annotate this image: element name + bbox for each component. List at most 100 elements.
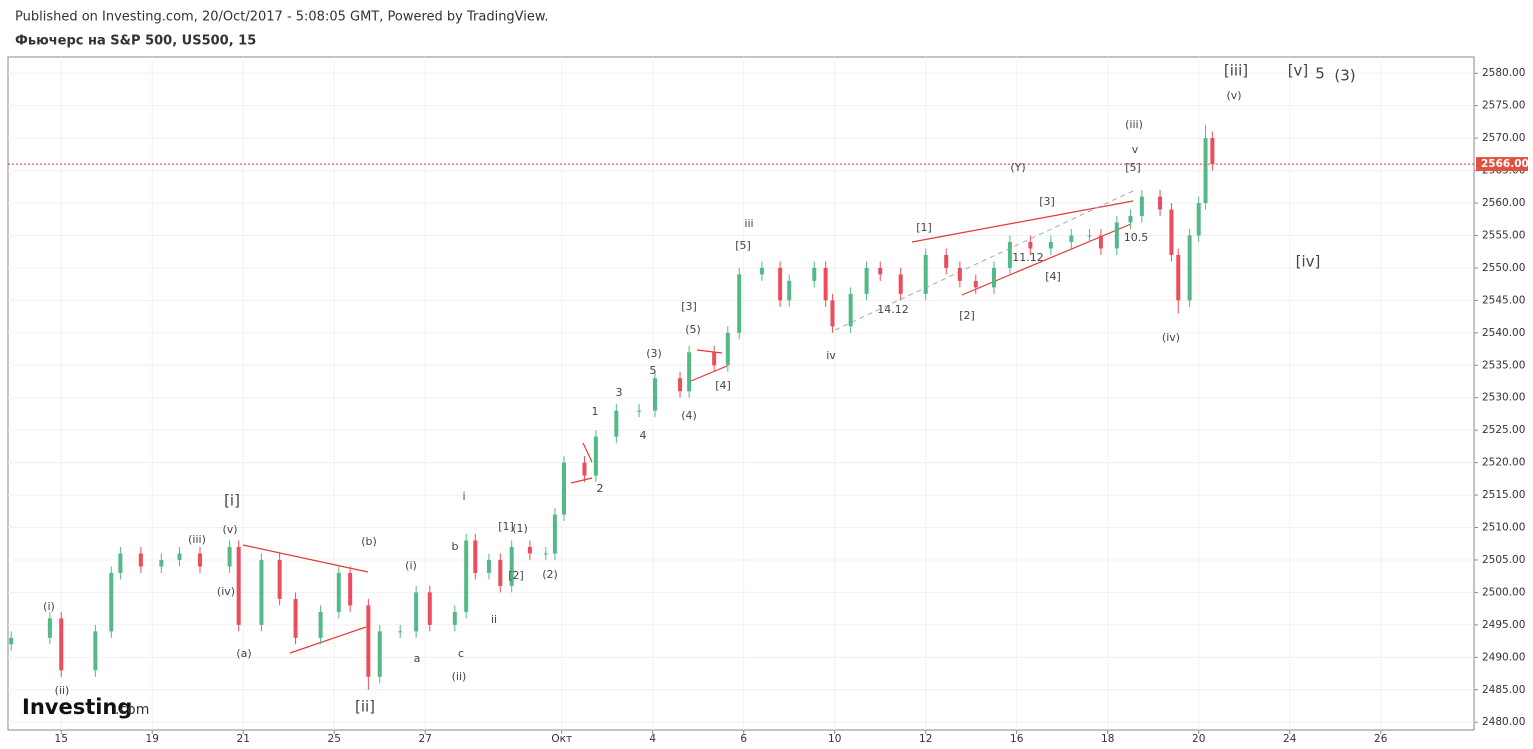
candle-body: [1087, 235, 1092, 237]
candle-body: [787, 280, 792, 301]
y-tick-label: 2515.00: [1482, 489, 1525, 501]
candle-body: [118, 553, 123, 573]
candle-body: [236, 546, 241, 625]
wave-label: [4]: [715, 379, 731, 392]
candle-body: [1007, 241, 1012, 268]
wave-label: v: [1132, 143, 1139, 156]
candle-body: [486, 559, 491, 573]
trend-line: [582, 442, 593, 463]
candle-body: [878, 267, 883, 275]
candle-body: [1158, 196, 1163, 210]
y-tick-label: 2550.00: [1482, 262, 1525, 274]
wave-label: (2): [542, 568, 558, 581]
y-tick-label: 2495.00: [1482, 619, 1525, 631]
logo: Investing: [22, 695, 132, 719]
grid: [8, 57, 1474, 730]
wave-label: (5): [685, 323, 701, 336]
candle-body: [1203, 138, 1208, 204]
candle-body: [759, 267, 764, 275]
candle-body: [957, 267, 962, 281]
wave-label: 4: [640, 429, 647, 442]
candle-body: [93, 631, 98, 671]
channel-line: [834, 189, 1136, 331]
wave-label: [1]: [916, 221, 932, 234]
x-tick-label: 6: [740, 733, 747, 745]
trend-line: [690, 365, 728, 382]
wave-label: (3): [1334, 67, 1355, 85]
candle-body: [177, 553, 182, 560]
trend-lines: [242, 189, 1136, 654]
x-tick-label: 21: [237, 733, 250, 745]
candle-body: [778, 267, 783, 301]
wave-label: (b): [361, 535, 377, 548]
candle-body: [944, 254, 949, 268]
y-tick-label: 2505.00: [1482, 554, 1525, 566]
y-tick-label: 2540.00: [1482, 327, 1525, 339]
candle-body: [1128, 216, 1133, 223]
candles: [9, 125, 1215, 690]
x-tick-label: 27: [419, 733, 432, 745]
wave-label: (iii): [1125, 118, 1143, 131]
wave-label: [v]: [1288, 62, 1309, 80]
candle-body: [830, 300, 835, 327]
wave-label: (4): [681, 409, 697, 422]
wave-label: [iv]: [1296, 253, 1321, 271]
wave-label: c: [458, 647, 464, 660]
x-tick-label: 26: [1374, 733, 1388, 745]
wave-label: [5]: [1125, 161, 1141, 174]
candle-body: [336, 572, 341, 612]
wave-label: iv: [826, 349, 836, 362]
candle-body: [812, 267, 817, 281]
x-tick-label: Окт: [551, 733, 572, 745]
logo-suffix: .com: [115, 702, 149, 718]
last-price-label: 2566.00: [1481, 158, 1529, 170]
candle-body: [991, 267, 996, 288]
trend-line: [696, 349, 723, 354]
candle-body: [159, 559, 164, 567]
wave-label: a: [414, 652, 421, 665]
candle-body: [582, 462, 587, 476]
x-tick-label: 15: [55, 733, 68, 745]
wave-label: 5: [1315, 65, 1325, 83]
wave-label: (iv): [217, 585, 235, 598]
candle-body: [678, 378, 683, 392]
candle-body: [1210, 138, 1215, 165]
wave-label: 3: [616, 386, 623, 399]
candle-body: [1069, 235, 1074, 242]
candle-body: [414, 592, 419, 632]
y-tick-label: 2510.00: [1482, 522, 1525, 534]
x-tick-label: 10: [828, 733, 841, 745]
wave-label: iii: [744, 217, 753, 230]
x-tick-label: 25: [328, 733, 341, 745]
wave-label: [2]: [508, 569, 524, 582]
candle-body: [59, 618, 64, 671]
x-tick-label: 12: [919, 733, 932, 745]
wave-label: [i]: [224, 492, 240, 510]
wave-label: [4]: [1045, 270, 1061, 283]
candle-body: [109, 572, 114, 632]
candle-body: [1176, 254, 1181, 301]
candle-body: [138, 553, 143, 567]
trend-line: [289, 626, 367, 654]
last-price-box: [1476, 157, 1528, 172]
candle-body: [318, 611, 323, 638]
candle-body: [614, 410, 619, 437]
plot-frame: [7, 56, 1475, 731]
wave-label: (i): [405, 559, 417, 572]
candle-body: [198, 553, 203, 567]
candle-body: [47, 618, 52, 638]
candle-body: [543, 553, 548, 555]
wave-label: i: [462, 490, 465, 503]
y-tick-label: 2485.00: [1482, 684, 1525, 696]
candle-body: [277, 559, 282, 599]
x-tick-label: 19: [146, 733, 159, 745]
x-tick-label: 4: [649, 733, 656, 745]
candle-body: [227, 546, 232, 567]
candle-body: [923, 254, 928, 294]
wave-label: 10.5: [1124, 231, 1149, 244]
wave-label: (3): [646, 347, 662, 360]
candle-body: [1187, 235, 1192, 301]
candle-body: [1048, 241, 1053, 249]
candle-body: [1169, 209, 1174, 255]
y-tick-label: 2580.00: [1482, 67, 1525, 79]
